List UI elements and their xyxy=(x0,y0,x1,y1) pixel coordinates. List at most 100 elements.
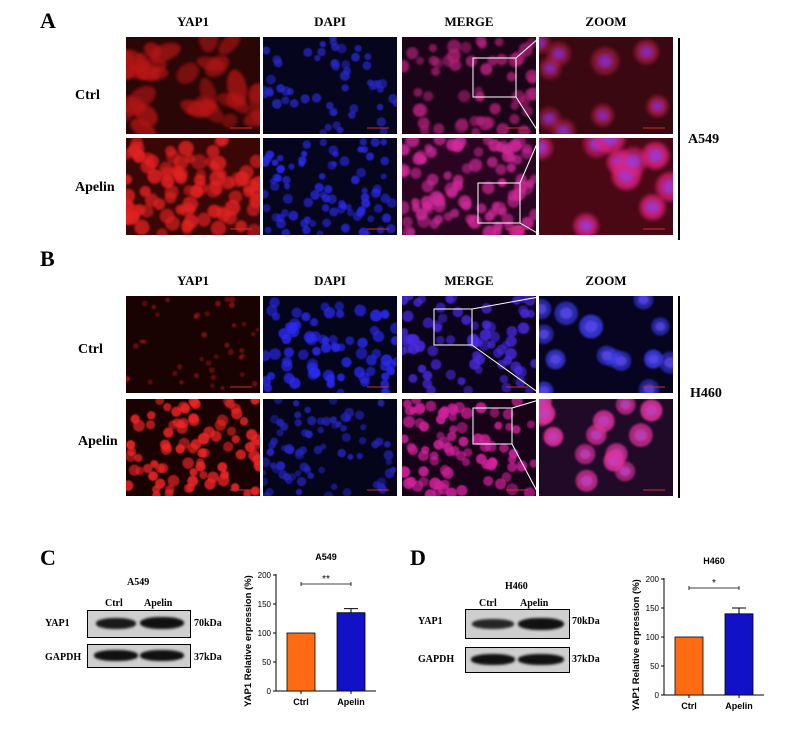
blot-gapdh-a549 xyxy=(87,644,191,668)
micrograph xyxy=(126,399,260,496)
blot-title-a549: A549 xyxy=(127,577,150,588)
band-apelin xyxy=(140,650,184,661)
band-apelin xyxy=(518,654,564,665)
y-tick-label: 0 xyxy=(655,691,660,700)
cell-line-label-h460: H460 xyxy=(690,386,722,401)
blot-title-h460: H460 xyxy=(505,581,528,592)
image-b-zoom-apelin xyxy=(539,399,673,496)
row-label-ctrl-a: Ctrl xyxy=(75,88,100,103)
protein-gapdh-c: GAPDH xyxy=(45,652,82,663)
image-a-dapi-ctrl xyxy=(263,37,397,134)
micrograph xyxy=(539,296,673,393)
micrograph xyxy=(539,399,665,492)
image-a-merge-apelin xyxy=(402,138,536,235)
band-apelin xyxy=(140,617,184,629)
micrograph xyxy=(126,138,260,235)
zoom-box-b-apelin xyxy=(472,407,513,445)
size-70-d: 70kDa xyxy=(572,616,600,627)
col-head-yap1-a: YAP1 xyxy=(176,14,210,29)
panel-letter-d: D xyxy=(410,545,426,570)
image-b-yap1-ctrl xyxy=(126,296,260,393)
col-head-yap1-b: YAP1 xyxy=(176,273,210,288)
panel-letter-c: C xyxy=(40,545,56,570)
y-tick-label: 200 xyxy=(646,575,660,584)
y-tick-label: 200 xyxy=(258,571,272,580)
y-tick-label: 150 xyxy=(646,604,660,613)
significance-marker: ** xyxy=(322,574,330,585)
col-head-dapi-a: DAPI xyxy=(314,14,346,29)
micrograph xyxy=(263,399,397,496)
zoom-box-b-ctrl xyxy=(433,308,473,346)
micrograph xyxy=(126,37,260,134)
band-ctrl xyxy=(472,619,514,629)
y-tick-label: 100 xyxy=(258,629,272,638)
image-a-yap1-ctrl xyxy=(126,37,260,134)
image-a-zoom-apelin xyxy=(539,138,673,235)
micrograph xyxy=(402,296,536,393)
image-b-zoom-ctrl xyxy=(539,296,673,393)
lane-apelin-d: Apelin xyxy=(520,598,549,609)
y-tick-label: 100 xyxy=(646,633,660,642)
lane-apelin-c: Apelin xyxy=(144,598,173,609)
protein-yap1-d: YAP1 xyxy=(418,616,443,627)
x-tick-label: Ctrl xyxy=(681,701,697,711)
image-a-merge-ctrl xyxy=(402,37,536,134)
bar-ctrl xyxy=(674,636,704,696)
lane-ctrl-c: Ctrl xyxy=(105,598,123,609)
zoom-box-a-ctrl xyxy=(472,57,517,98)
bar-apelin xyxy=(724,613,754,696)
callout-line xyxy=(511,399,540,409)
band-ctrl xyxy=(94,650,138,661)
image-a-yap1-apelin xyxy=(126,138,260,235)
callout-line xyxy=(519,222,540,235)
chart-title: H460 xyxy=(703,556,725,566)
bar-chart-h460: H460 YAP1 Relative erpression (%) 0 50 100 15… xyxy=(631,556,764,711)
callout-line xyxy=(515,96,540,134)
micrograph xyxy=(263,297,397,393)
y-axis-label: YAP1 Relative erpression (%) xyxy=(243,575,254,707)
zoom-box-a-apelin xyxy=(477,182,521,224)
col-head-zoom-b: ZOOM xyxy=(585,273,627,288)
x-tick-label: Apelin xyxy=(337,697,365,707)
row-label-apelin-a: Apelin xyxy=(75,180,115,195)
x-tick-label: Ctrl xyxy=(293,697,309,707)
bar-ctrl xyxy=(286,632,316,692)
callout-line xyxy=(515,37,540,59)
blot-yap1-h460 xyxy=(465,609,570,639)
bracket-line-a xyxy=(678,38,680,240)
callout-line xyxy=(511,443,540,496)
protein-gapdh-d: GAPDH xyxy=(418,654,455,665)
band-ctrl xyxy=(96,618,136,629)
micrograph xyxy=(263,37,397,134)
y-tick-label: 150 xyxy=(258,600,272,609)
significance-marker: * xyxy=(712,578,716,589)
x-tick-label: Apelin xyxy=(725,701,753,711)
micrograph xyxy=(126,296,260,391)
micrograph xyxy=(263,138,397,235)
bar-apelin xyxy=(336,612,366,692)
row-label-ctrl-b: Ctrl xyxy=(78,342,103,357)
y-axis-label: YAP1 Relative erpression (%) xyxy=(631,579,642,711)
protein-yap1-c: YAP1 xyxy=(45,618,70,629)
row-label-apelin-b: Apelin xyxy=(78,434,118,449)
callout-line xyxy=(519,138,540,184)
size-37-c: 37kDa xyxy=(194,652,222,663)
bar-chart-a549: A549 YAP1 Relative erpression (%) 0 50 100 15… xyxy=(243,552,376,707)
micrograph xyxy=(539,138,673,235)
size-37-d: 37kDa xyxy=(572,654,600,665)
blot-gapdh-h460 xyxy=(465,647,570,673)
col-head-zoom-a: ZOOM xyxy=(585,14,627,29)
image-b-dapi-ctrl xyxy=(263,296,397,393)
micrograph xyxy=(539,37,668,134)
bracket-line-b xyxy=(678,296,680,498)
image-b-yap1-apelin xyxy=(126,399,260,496)
band-apelin xyxy=(518,618,564,630)
y-tick-label: 0 xyxy=(267,687,272,696)
callout-line xyxy=(471,344,540,394)
band-ctrl xyxy=(471,654,515,665)
image-b-merge-apelin xyxy=(402,399,536,496)
panel-letter-a: A xyxy=(40,8,56,33)
panel-letter-b: B xyxy=(40,246,55,271)
col-head-dapi-b: DAPI xyxy=(314,273,346,288)
